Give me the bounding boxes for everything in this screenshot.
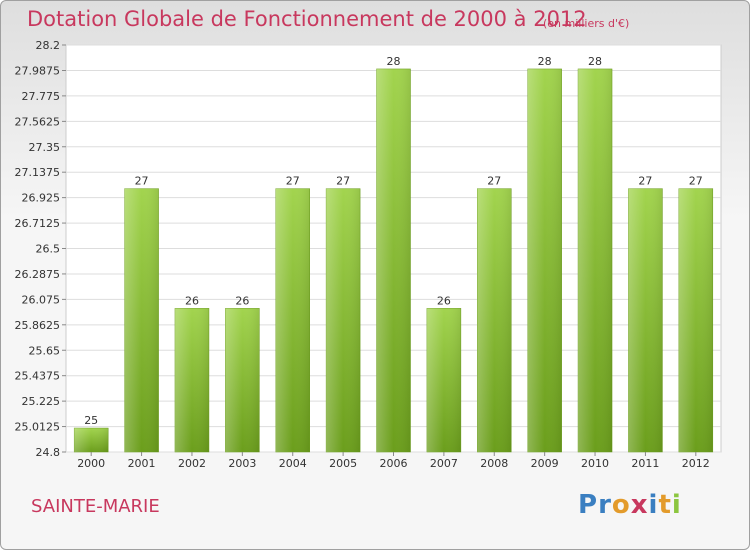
x-tick-label: 2003 bbox=[228, 457, 256, 470]
x-tick-label: 2007 bbox=[430, 457, 458, 470]
bar-shade-2009 bbox=[527, 68, 562, 453]
x-tick-label: 2002 bbox=[178, 457, 206, 470]
data-label-2003: 26 bbox=[235, 294, 249, 307]
y-tick-label: 27.1375 bbox=[15, 166, 61, 179]
bar-shade-2012 bbox=[678, 188, 713, 452]
x-tick-label: 2008 bbox=[480, 457, 508, 470]
bar-shade-2001 bbox=[124, 188, 159, 452]
bar-shade-2008 bbox=[477, 188, 512, 452]
bar-shade-2003 bbox=[225, 308, 260, 452]
y-tick-label: 27.35 bbox=[29, 141, 61, 154]
data-label-2004: 27 bbox=[286, 175, 300, 188]
logo-letter: i bbox=[648, 490, 659, 520]
bars: 25 27 26 26 27 27 28 26 27 28 28 27 27 bbox=[73, 55, 714, 453]
y-tick-label: 25.0125 bbox=[15, 421, 61, 434]
y-tick-label: 26.925 bbox=[22, 192, 61, 205]
bar-shade-2000 bbox=[74, 428, 109, 452]
bar-shade-2002 bbox=[174, 308, 209, 452]
y-tick-label: 26.2875 bbox=[15, 268, 61, 281]
x-tick-label: 2009 bbox=[531, 457, 559, 470]
y-tick-label: 28.2 bbox=[36, 39, 61, 52]
x-tick-label: 2011 bbox=[631, 457, 659, 470]
x-axis: 2000 2001 2002 2003 2004 2005 2006 2007 2008 2009… bbox=[77, 452, 710, 470]
y-tick-label: 25.65 bbox=[29, 344, 61, 357]
logo-letter: P bbox=[578, 490, 599, 520]
data-label-2008: 27 bbox=[487, 175, 501, 188]
data-label-2011: 27 bbox=[638, 175, 652, 188]
y-tick-label: 26.7125 bbox=[15, 217, 61, 230]
x-tick-label: 2010 bbox=[581, 457, 609, 470]
y-tick-label: 27.5625 bbox=[15, 115, 61, 128]
y-tick-label: 26.075 bbox=[22, 293, 61, 306]
commune-name: SAINTE-MARIE bbox=[31, 496, 160, 517]
bar-shade-2004 bbox=[275, 188, 310, 452]
proxiti-logo: Proxiti bbox=[578, 490, 682, 520]
y-tick-label: 27.775 bbox=[22, 90, 61, 103]
x-tick-label: 2001 bbox=[128, 457, 156, 470]
data-label-2007: 26 bbox=[437, 294, 451, 307]
data-label-2001: 27 bbox=[135, 175, 149, 188]
data-label-2005: 27 bbox=[336, 175, 350, 188]
bar-shade-2005 bbox=[326, 188, 361, 452]
data-label-2006: 28 bbox=[387, 55, 401, 68]
bar-shade-2010 bbox=[578, 68, 613, 453]
x-tick-label: 2004 bbox=[279, 457, 307, 470]
bar-shade-2006 bbox=[376, 68, 411, 453]
y-tick-label: 27.9875 bbox=[15, 64, 61, 77]
chart-title: Dotation Globale de Fonctionnement de 20… bbox=[27, 7, 587, 31]
data-label-2012: 27 bbox=[689, 175, 703, 188]
logo-letter: x bbox=[630, 490, 649, 520]
y-tick-label: 26.5 bbox=[36, 243, 61, 256]
data-label-2009: 28 bbox=[538, 55, 552, 68]
data-label-2010: 28 bbox=[588, 55, 602, 68]
x-tick-label: 2005 bbox=[329, 457, 357, 470]
bar-shade-2011 bbox=[628, 188, 663, 452]
logo-letter: r bbox=[598, 490, 612, 520]
y-tick-label: 25.4375 bbox=[15, 370, 61, 383]
y-axis: 28.2 27.9875 27.775 27.5625 27.35 27.1375 26.9… bbox=[15, 39, 66, 459]
data-label-2000: 25 bbox=[84, 414, 98, 427]
x-tick-label: 2006 bbox=[380, 457, 408, 470]
unit-note: (en milliers d'€) bbox=[543, 17, 630, 30]
bar-shade-2007 bbox=[426, 308, 461, 452]
data-label-2002: 26 bbox=[185, 294, 199, 307]
y-tick-label: 25.8625 bbox=[15, 319, 61, 332]
y-tick-label: 24.8 bbox=[36, 446, 61, 459]
logo-letter: t bbox=[658, 490, 672, 520]
logo-letter: i bbox=[671, 490, 682, 520]
y-tick-label: 25.225 bbox=[22, 395, 61, 408]
logo-letter: o bbox=[611, 490, 631, 520]
x-tick-label: 2000 bbox=[77, 457, 105, 470]
x-tick-label: 2012 bbox=[682, 457, 710, 470]
